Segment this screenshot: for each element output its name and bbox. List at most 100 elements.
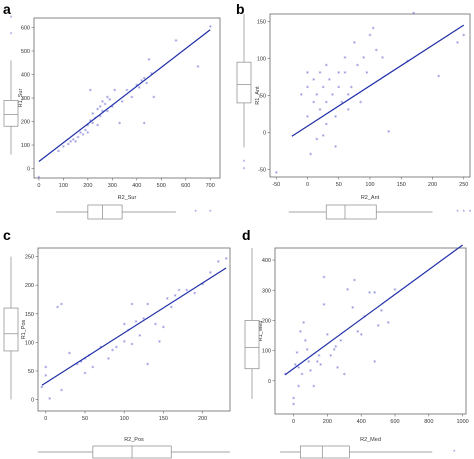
- data-point: *: [319, 107, 322, 114]
- data-point: *: [329, 354, 332, 361]
- data-point: *: [325, 100, 328, 107]
- data-point: *: [307, 360, 310, 367]
- data-point: *: [304, 339, 307, 346]
- data-point: *: [350, 85, 353, 92]
- x-tick-label: 0: [37, 183, 40, 189]
- y-tick-label: 100: [25, 340, 34, 346]
- data-point: *: [44, 365, 47, 372]
- data-point: *: [56, 305, 59, 312]
- regression-line: [291, 24, 465, 137]
- x-boxplot-outlier: *: [463, 210, 466, 216]
- y-tick-label: 300: [262, 288, 271, 294]
- y-tick-label: 200: [25, 283, 34, 289]
- data-point: *: [162, 325, 165, 332]
- data-point: *: [292, 402, 295, 409]
- y-boxplot-box: [3, 100, 19, 127]
- data-point: *: [69, 140, 72, 147]
- data-point: *: [312, 100, 315, 107]
- x-axis-label: R2_Ant: [361, 195, 380, 201]
- data-point: *: [103, 102, 106, 109]
- data-point: *: [138, 334, 141, 341]
- data-point: *: [84, 371, 87, 378]
- data-point: *: [201, 282, 204, 289]
- x-tick-label: 1000: [456, 419, 468, 425]
- panel-d: 0 200 400 600 800 1000 0 100 200 300 400 R2_Med R1_M…: [244, 244, 469, 459]
- y-tick-label: 200: [21, 120, 30, 126]
- data-point: *: [158, 339, 161, 346]
- data-point: *: [225, 256, 228, 263]
- panel-letter-d: d: [242, 227, 251, 243]
- data-point: *: [146, 362, 149, 369]
- y-tick-label: 300: [21, 96, 30, 102]
- data-point: *: [302, 320, 305, 327]
- data-point: *: [178, 288, 181, 295]
- data-point: *: [121, 100, 124, 107]
- data-point: *: [334, 345, 337, 352]
- x-tick-label: 200: [198, 416, 207, 422]
- y-boxplot-box: [3, 307, 19, 352]
- data-point: *: [356, 63, 359, 70]
- data-point: *: [336, 366, 339, 373]
- data-point: *: [360, 333, 363, 340]
- x-tick-label: 400: [357, 419, 366, 425]
- data-point: *: [111, 104, 114, 111]
- data-point: *: [309, 152, 312, 159]
- data-point: *: [373, 360, 376, 367]
- x-tick-label: -50: [272, 182, 280, 188]
- y-tick-label: 0: [263, 131, 266, 137]
- data-point: *: [96, 107, 99, 114]
- data-point: *: [152, 95, 155, 102]
- data-point: *: [377, 323, 380, 330]
- x-boxplot-box: [325, 204, 377, 220]
- x-tick-label: 150: [159, 416, 168, 422]
- panel-letter-a: a: [3, 1, 11, 17]
- data-point: *: [145, 81, 148, 88]
- data-point: *: [301, 372, 304, 379]
- x-boxplot-box: [300, 445, 350, 459]
- data-point: *: [86, 123, 89, 130]
- x-tick-label: 50: [336, 182, 342, 188]
- data-point: *: [48, 397, 51, 404]
- y-tick-label: 600: [21, 25, 30, 31]
- data-point: *: [148, 57, 151, 64]
- panel-c: 0 50 100 150 200 0 50 100 150 200 250 R2_Pos R1_Pos *…: [3, 247, 231, 459]
- data-point: *: [347, 107, 350, 114]
- data-point: *: [123, 339, 126, 346]
- data-point: *: [123, 322, 126, 329]
- data-point: *: [106, 109, 109, 116]
- x-tick-label: 150: [397, 182, 406, 188]
- data-point: *: [369, 33, 372, 40]
- data-point: *: [143, 121, 146, 128]
- x-axis-label: R2_Med: [360, 437, 381, 443]
- data-point: *: [375, 48, 378, 55]
- data-point: *: [127, 328, 130, 335]
- data-point: *: [344, 55, 347, 62]
- data-point: *: [131, 342, 134, 349]
- data-point: *: [356, 330, 359, 337]
- x-boxplot-outlier: *: [453, 450, 456, 456]
- data-point: *: [217, 259, 220, 266]
- x-tick-label: 600: [390, 419, 399, 425]
- data-point: *: [113, 88, 116, 95]
- data-point: *: [126, 88, 129, 95]
- y-boxplot-outlier: *: [10, 16, 13, 22]
- data-point: *: [437, 74, 440, 81]
- data-point: *: [299, 330, 302, 337]
- data-point: *: [40, 385, 43, 392]
- data-point: *: [312, 78, 315, 85]
- data-point: *: [295, 351, 298, 358]
- data-point: *: [37, 175, 40, 182]
- x-tick-label: 700: [206, 183, 215, 189]
- data-point: *: [323, 275, 326, 282]
- y-tick-label: 150: [257, 19, 266, 25]
- data-point: *: [91, 121, 94, 128]
- x-tick-label: 100: [59, 183, 68, 189]
- data-point: *: [297, 366, 300, 373]
- data-point: *: [209, 271, 212, 278]
- data-point: *: [77, 135, 80, 142]
- x-tick-label: 100: [365, 182, 374, 188]
- panel-b: -50 0 50 100 150 200 250 -50 0 50 100 150 R2_Ant R1_A…: [236, 11, 472, 220]
- data-point: *: [306, 85, 309, 92]
- data-point: *: [107, 357, 110, 364]
- data-point: *: [284, 372, 287, 379]
